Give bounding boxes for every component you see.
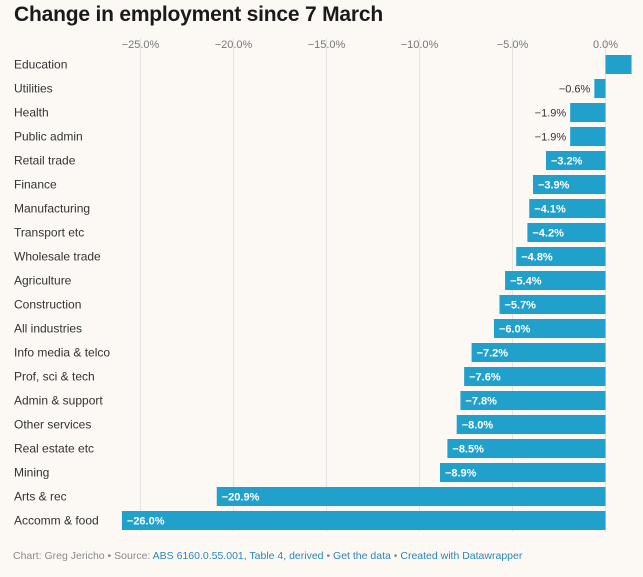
category-label: Retail trade [14, 154, 76, 168]
value-label: −3.9% [538, 180, 570, 192]
category-label: Info media & telco [14, 346, 110, 360]
bar [499, 295, 606, 314]
category-label: Prof, sci & tech [14, 370, 95, 384]
bar [570, 127, 606, 146]
footer-credit: Chart: Greg Jericho [13, 550, 105, 562]
value-label: −7.2% [477, 348, 509, 360]
category-label: Real estate etc [14, 442, 94, 456]
bar [594, 79, 606, 98]
value-label: −8.5% [452, 444, 484, 456]
bar [439, 463, 606, 482]
footer-source-link[interactable]: ABS 6160.0.55.001, Table 4, derived [152, 550, 324, 562]
category-label: Health [14, 106, 49, 120]
bar [456, 415, 606, 434]
category-label: Wholesale trade [14, 250, 101, 264]
bar [460, 391, 606, 410]
bar-chart: −25.0% −20.0% −15.0% −10.0% −5.0% 0.0% Educati… [14, 38, 632, 532]
value-label: −0.6% [559, 84, 591, 96]
bar [471, 343, 606, 362]
category-label: Agriculture [14, 274, 72, 288]
category-label: Mining [14, 466, 49, 480]
value-label: −4.1% [534, 204, 566, 216]
value-label: −8.9% [445, 468, 477, 480]
bar [516, 247, 606, 266]
category-label: Utilities [14, 82, 53, 96]
category-label: Transport etc [14, 226, 84, 240]
value-label: −6.0% [499, 324, 531, 336]
x-tick-label: −25.0% [122, 39, 160, 51]
datawrapper-link[interactable]: Created with Datawrapper [400, 550, 523, 562]
bar [605, 55, 632, 74]
value-label: −1.9% [535, 108, 567, 120]
value-label: −8.0% [462, 420, 494, 432]
category-label: Arts & rec [14, 490, 67, 504]
x-tick-label: −20.0% [215, 39, 253, 51]
category-label: Manufacturing [14, 202, 90, 216]
value-label: −5.4% [510, 276, 542, 288]
category-label: Other services [14, 418, 91, 432]
bar [464, 367, 606, 386]
footer-source-prefix: Source: [114, 550, 151, 562]
value-label: −4.8% [521, 252, 553, 264]
chart-title: Change in employment since 7 March [14, 3, 383, 26]
category-label: Accomm & food [14, 514, 99, 528]
value-label: −3.2% [551, 156, 583, 168]
value-label: −7.8% [465, 396, 497, 408]
category-label: Construction [14, 298, 81, 312]
bar [493, 319, 606, 338]
bar [532, 175, 606, 194]
bar [570, 103, 606, 122]
x-tick-label: 0.0% [593, 39, 618, 51]
bar [121, 511, 606, 530]
value-label: −20.9% [222, 492, 260, 504]
bar [545, 151, 606, 170]
value-label: −1.9% [535, 132, 567, 144]
value-label: −5.7% [504, 300, 536, 312]
x-tick-label: −10.0% [401, 39, 439, 51]
x-tick-label: −15.0% [308, 39, 346, 51]
bar [505, 271, 606, 290]
category-label: Finance [14, 178, 57, 192]
chart-footer: Chart: Greg Jericho • Source: ABS 6160.0… [13, 550, 523, 562]
category-label: Admin & support [14, 394, 103, 408]
get-the-data-link[interactable]: Get the data [333, 550, 391, 562]
x-tick-label: −5.0% [497, 39, 529, 51]
value-label: −26.0% [127, 516, 165, 528]
bar [447, 439, 606, 458]
value-label: −4.2% [532, 228, 564, 240]
bar [216, 487, 606, 506]
value-label: −7.6% [469, 372, 501, 384]
category-label: Education [14, 58, 67, 72]
bar [527, 223, 606, 242]
category-label: Public admin [14, 130, 83, 144]
bar [529, 199, 606, 218]
category-label: All industries [14, 322, 82, 336]
